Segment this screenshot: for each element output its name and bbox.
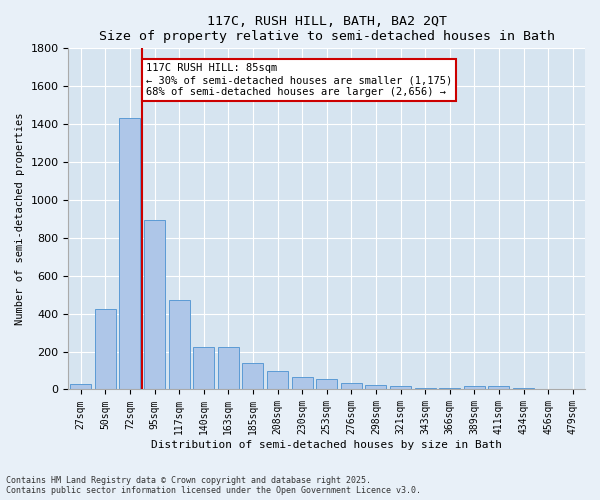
- Bar: [95, 309, 116, 390]
- Bar: [439, 388, 460, 390]
- Bar: [70, 384, 91, 390]
- Bar: [538, 388, 559, 390]
- Bar: [341, 383, 362, 390]
- Bar: [415, 388, 436, 390]
- Bar: [193, 347, 214, 390]
- Bar: [316, 379, 337, 390]
- Title: 117C, RUSH HILL, BATH, BA2 2QT
Size of property relative to semi-detached houses: 117C, RUSH HILL, BATH, BA2 2QT Size of p…: [99, 15, 555, 43]
- Bar: [267, 370, 288, 390]
- Bar: [218, 347, 239, 390]
- Bar: [513, 388, 534, 390]
- Y-axis label: Number of semi-detached properties: Number of semi-detached properties: [15, 112, 25, 325]
- Bar: [562, 388, 583, 390]
- Bar: [119, 118, 140, 390]
- Bar: [464, 386, 485, 390]
- Bar: [144, 220, 165, 390]
- Bar: [242, 363, 263, 390]
- Bar: [365, 384, 386, 390]
- X-axis label: Distribution of semi-detached houses by size in Bath: Distribution of semi-detached houses by …: [151, 440, 502, 450]
- Bar: [292, 377, 313, 390]
- Bar: [390, 386, 411, 390]
- Text: Contains HM Land Registry data © Crown copyright and database right 2025.
Contai: Contains HM Land Registry data © Crown c…: [6, 476, 421, 495]
- Bar: [169, 300, 190, 390]
- Text: 117C RUSH HILL: 85sqm
← 30% of semi-detached houses are smaller (1,175)
68% of s: 117C RUSH HILL: 85sqm ← 30% of semi-deta…: [146, 64, 452, 96]
- Bar: [488, 386, 509, 390]
